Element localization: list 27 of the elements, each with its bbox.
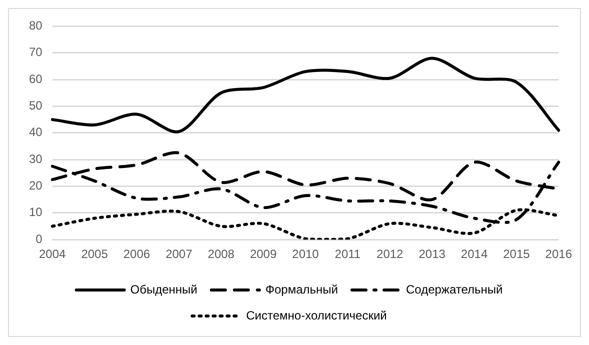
legend-label: Содержательный [406, 282, 503, 296]
x-tick-label: 2005 [81, 247, 108, 262]
x-tick-label: 2008 [208, 247, 235, 262]
x-tick-label: 2015 [503, 247, 530, 262]
y-tick-label: 0 [36, 232, 43, 246]
x-tick-label: 2011 [334, 247, 361, 262]
y-tick-label: 60 [28, 72, 43, 86]
y-tick-label: 50 [28, 98, 43, 113]
x-tick-label: 2007 [166, 247, 193, 262]
legend-label: Системно-холистический [246, 308, 387, 322]
y-tick-label: 70 [28, 45, 43, 60]
y-tick-label: 40 [28, 125, 43, 140]
x-tick-label: 2010 [292, 247, 320, 262]
x-tick-label: 2014 [460, 247, 488, 262]
legend-label: Формальный [265, 282, 338, 296]
x-tick-label: 2009 [250, 247, 277, 262]
x-tick-label: 2016 [545, 247, 572, 262]
x-tick-label: 2006 [123, 247, 150, 262]
x-tick-label: 2013 [418, 247, 446, 262]
y-tick-label: 80 [28, 18, 43, 33]
legend-label: Обыденный [130, 282, 198, 296]
x-tick-label: 2012 [376, 247, 404, 262]
y-tick-label: 20 [28, 178, 43, 193]
x-tick-label: 2004 [38, 247, 66, 262]
line-series [50, 56, 560, 134]
y-tick-label: 30 [28, 152, 43, 166]
y-tick-label: 10 [28, 205, 43, 220]
